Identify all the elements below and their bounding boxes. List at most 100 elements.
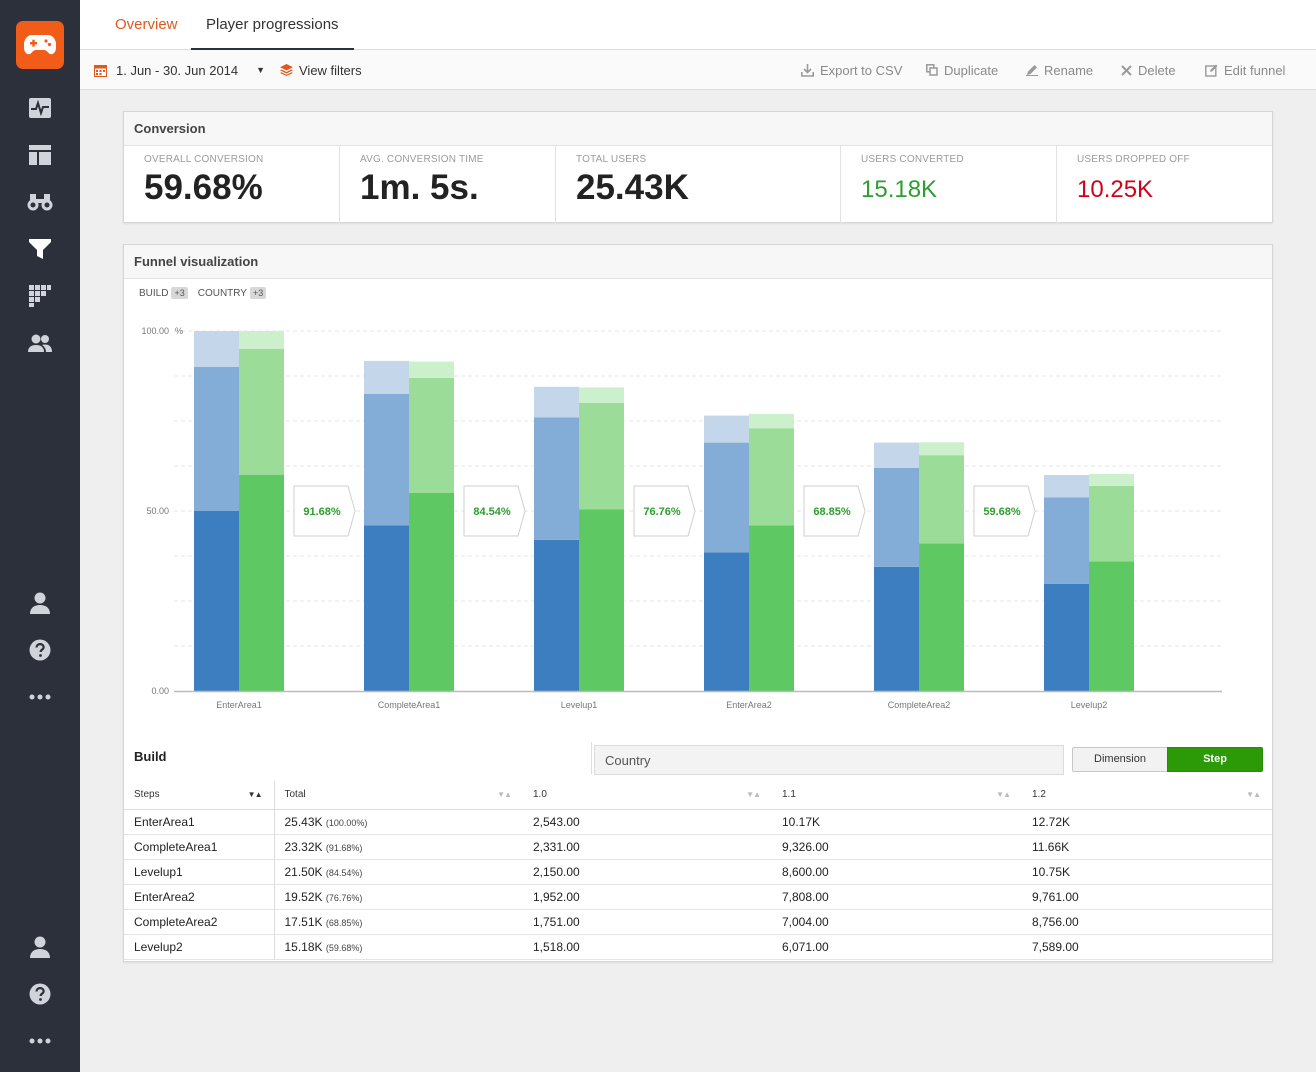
edit-funnel-label: Edit funnel — [1224, 62, 1286, 78]
tab-player-progressions[interactable]: Player progressions — [191, 0, 354, 50]
bar-segment — [409, 361, 454, 378]
users-icon[interactable] — [24, 327, 56, 359]
bar-segment — [874, 566, 919, 691]
stat-label: OVERALL CONVERSION — [144, 154, 264, 165]
download-icon — [801, 63, 814, 77]
x-tick-label: CompleteArea1 — [378, 700, 441, 710]
stat-label: USERS CONVERTED — [861, 154, 964, 165]
build-1-0-cell: 2,331.00 — [523, 834, 772, 860]
bar-segment — [364, 360, 409, 394]
stat-avg-conversion-time: AVG. CONVERSION TIME 1m. 5s. — [340, 146, 556, 223]
date-range-picker[interactable]: 1. Jun - 30. Jun 2014 ▼ — [94, 50, 265, 90]
dimension-toggle[interactable]: Dimension — [1072, 747, 1168, 772]
edit-funnel-button[interactable]: Edit funnel — [1205, 50, 1285, 90]
bar-segment — [579, 403, 624, 510]
bar-segment — [749, 428, 794, 526]
bar-segment — [874, 467, 919, 567]
dashboard-icon[interactable] — [24, 139, 56, 171]
build-1-1-cell: 10.17K — [772, 809, 1022, 835]
table-row[interactable]: CompleteArea2 17.51K (68.85%) 1,751.00 7,00… — [124, 909, 1272, 935]
x-tick-label: EnterArea2 — [726, 700, 772, 710]
rename-button[interactable]: Rename — [1026, 50, 1093, 90]
build-1-0-cell: 1,518.00 — [523, 934, 772, 960]
step-toggle[interactable]: Step — [1167, 747, 1263, 772]
column-label: 1.0 — [533, 789, 547, 801]
more-icon[interactable] — [24, 681, 56, 713]
table-row[interactable]: Levelup2 15.18K (59.68%) 1,518.00 6,071.00 7… — [124, 934, 1272, 960]
bar-segment — [919, 455, 964, 544]
conversion-rate-label: 68.85% — [813, 506, 851, 518]
close-icon — [1121, 64, 1132, 76]
sort-icon[interactable]: ▼▲ — [1246, 790, 1261, 799]
table-header-row: Steps ▼▲ Total ▼▲ 1.0 ▼▲ 1.1 ▼▲ 1.2 ▼▲ — [124, 781, 1272, 810]
help-icon[interactable] — [24, 978, 56, 1010]
bar-segment — [1044, 497, 1089, 584]
bar-segment — [579, 387, 624, 403]
stat-users-dropped-off: USERS DROPPED OFF 10.25K — [1057, 146, 1272, 223]
rename-label: Rename — [1044, 62, 1094, 78]
column-header-1-0[interactable]: 1.0 ▼▲ — [523, 781, 772, 810]
help-icon[interactable] — [24, 634, 56, 666]
more-icon[interactable] — [24, 1025, 56, 1057]
export-csv-button[interactable]: Export to CSV — [801, 50, 902, 90]
conversion-rate-label: 84.54% — [473, 506, 511, 518]
heatmap-icon[interactable] — [24, 280, 56, 312]
step-cell: EnterArea2 — [124, 884, 275, 910]
funnel-icon[interactable] — [24, 233, 56, 265]
build-1-0-cell: 2,150.00 — [523, 859, 772, 885]
stat-label: TOTAL USERS — [576, 154, 647, 165]
bar-segment — [239, 349, 284, 475]
top-tabs: Overview Player progressions — [80, 0, 1316, 50]
table-row[interactable]: EnterArea2 19.52K (76.76%) 1,952.00 7,808.0… — [124, 884, 1272, 910]
total-cell: 21.50K (84.54%) — [274, 859, 523, 885]
gamepad-icon[interactable] — [16, 21, 64, 69]
view-filters-button[interactable]: View filters — [280, 50, 362, 90]
sort-icon[interactable]: ▼▲ — [746, 790, 761, 799]
view-filters-label: View filters — [299, 62, 362, 78]
y-tick-label: 100.00 — [141, 326, 169, 336]
conversion-callout — [463, 485, 526, 537]
duplicate-button[interactable]: Duplicate — [926, 50, 998, 90]
total-value: 15.18K — [284, 939, 323, 954]
sort-icon[interactable]: ▼▲ — [996, 790, 1011, 799]
total-cell: 19.52K (76.76%) — [274, 884, 523, 910]
column-label: Total — [284, 789, 306, 801]
y-tick-label: 50.00 — [146, 506, 169, 516]
bar-segment — [239, 475, 284, 691]
table-row[interactable]: Levelup1 21.50K (84.54%) 2,150.00 8,600.00 1… — [124, 859, 1272, 885]
bar-segment — [1089, 485, 1134, 562]
column-header-steps[interactable]: Steps ▼▲ — [124, 781, 275, 810]
sidebar — [0, 0, 80, 1072]
funnel-panel: Funnel visualization BUILD +3 COUNTRY +3 0… — [123, 244, 1273, 962]
total-value: 19.52K — [284, 889, 323, 904]
filter-country[interactable]: COUNTRY +3 — [198, 287, 267, 299]
table-row[interactable]: EnterArea1 25.43K (100.00%) 2,543.00 10.17K… — [124, 809, 1272, 835]
user-icon[interactable] — [24, 931, 56, 963]
pulse-icon[interactable] — [24, 92, 56, 124]
tab-build[interactable]: Build — [124, 742, 592, 774]
bar-segment — [874, 442, 919, 468]
tab-overview[interactable]: Overview — [115, 16, 178, 33]
column-header-1-2[interactable]: 1.2 ▼▲ — [1022, 781, 1272, 810]
breakdown-table: Steps ▼▲ Total ▼▲ 1.0 ▼▲ 1.1 ▼▲ 1.2 ▼▲ EnterA… — [124, 781, 1272, 960]
filter-build[interactable]: BUILD +3 — [139, 287, 188, 299]
user-icon[interactable] — [24, 587, 56, 619]
stat-users-converted: USERS CONVERTED 15.18K — [841, 146, 1057, 223]
funnel-chart: 0.00 50.00 100.00 % EnterArea1 CompleteArea1 L… — [141, 326, 1222, 710]
column-header-total[interactable]: Total ▼▲ — [274, 781, 523, 810]
total-percent: (100.00%) — [325, 817, 368, 828]
bar-segment — [704, 552, 749, 691]
table-row[interactable]: CompleteArea1 23.32K (91.68%) 2,331.00 9,32… — [124, 834, 1272, 860]
sort-icon[interactable]: ▼▲ — [497, 790, 512, 799]
stat-value: 15.18K — [861, 176, 938, 203]
tab-country[interactable]: Country — [594, 745, 1064, 775]
step-cell: CompleteArea1 — [124, 834, 275, 860]
delete-button[interactable]: Delete — [1121, 50, 1176, 90]
binoculars-icon[interactable] — [24, 186, 56, 218]
conversion-rate-label: 59.68% — [983, 506, 1021, 518]
column-label: Steps — [134, 789, 160, 801]
column-header-1-1[interactable]: 1.1 ▼▲ — [772, 781, 1022, 810]
bar-segment — [534, 386, 579, 418]
stat-value: 1m. 5s. — [360, 168, 479, 207]
sort-icon[interactable]: ▼▲ — [247, 790, 263, 799]
